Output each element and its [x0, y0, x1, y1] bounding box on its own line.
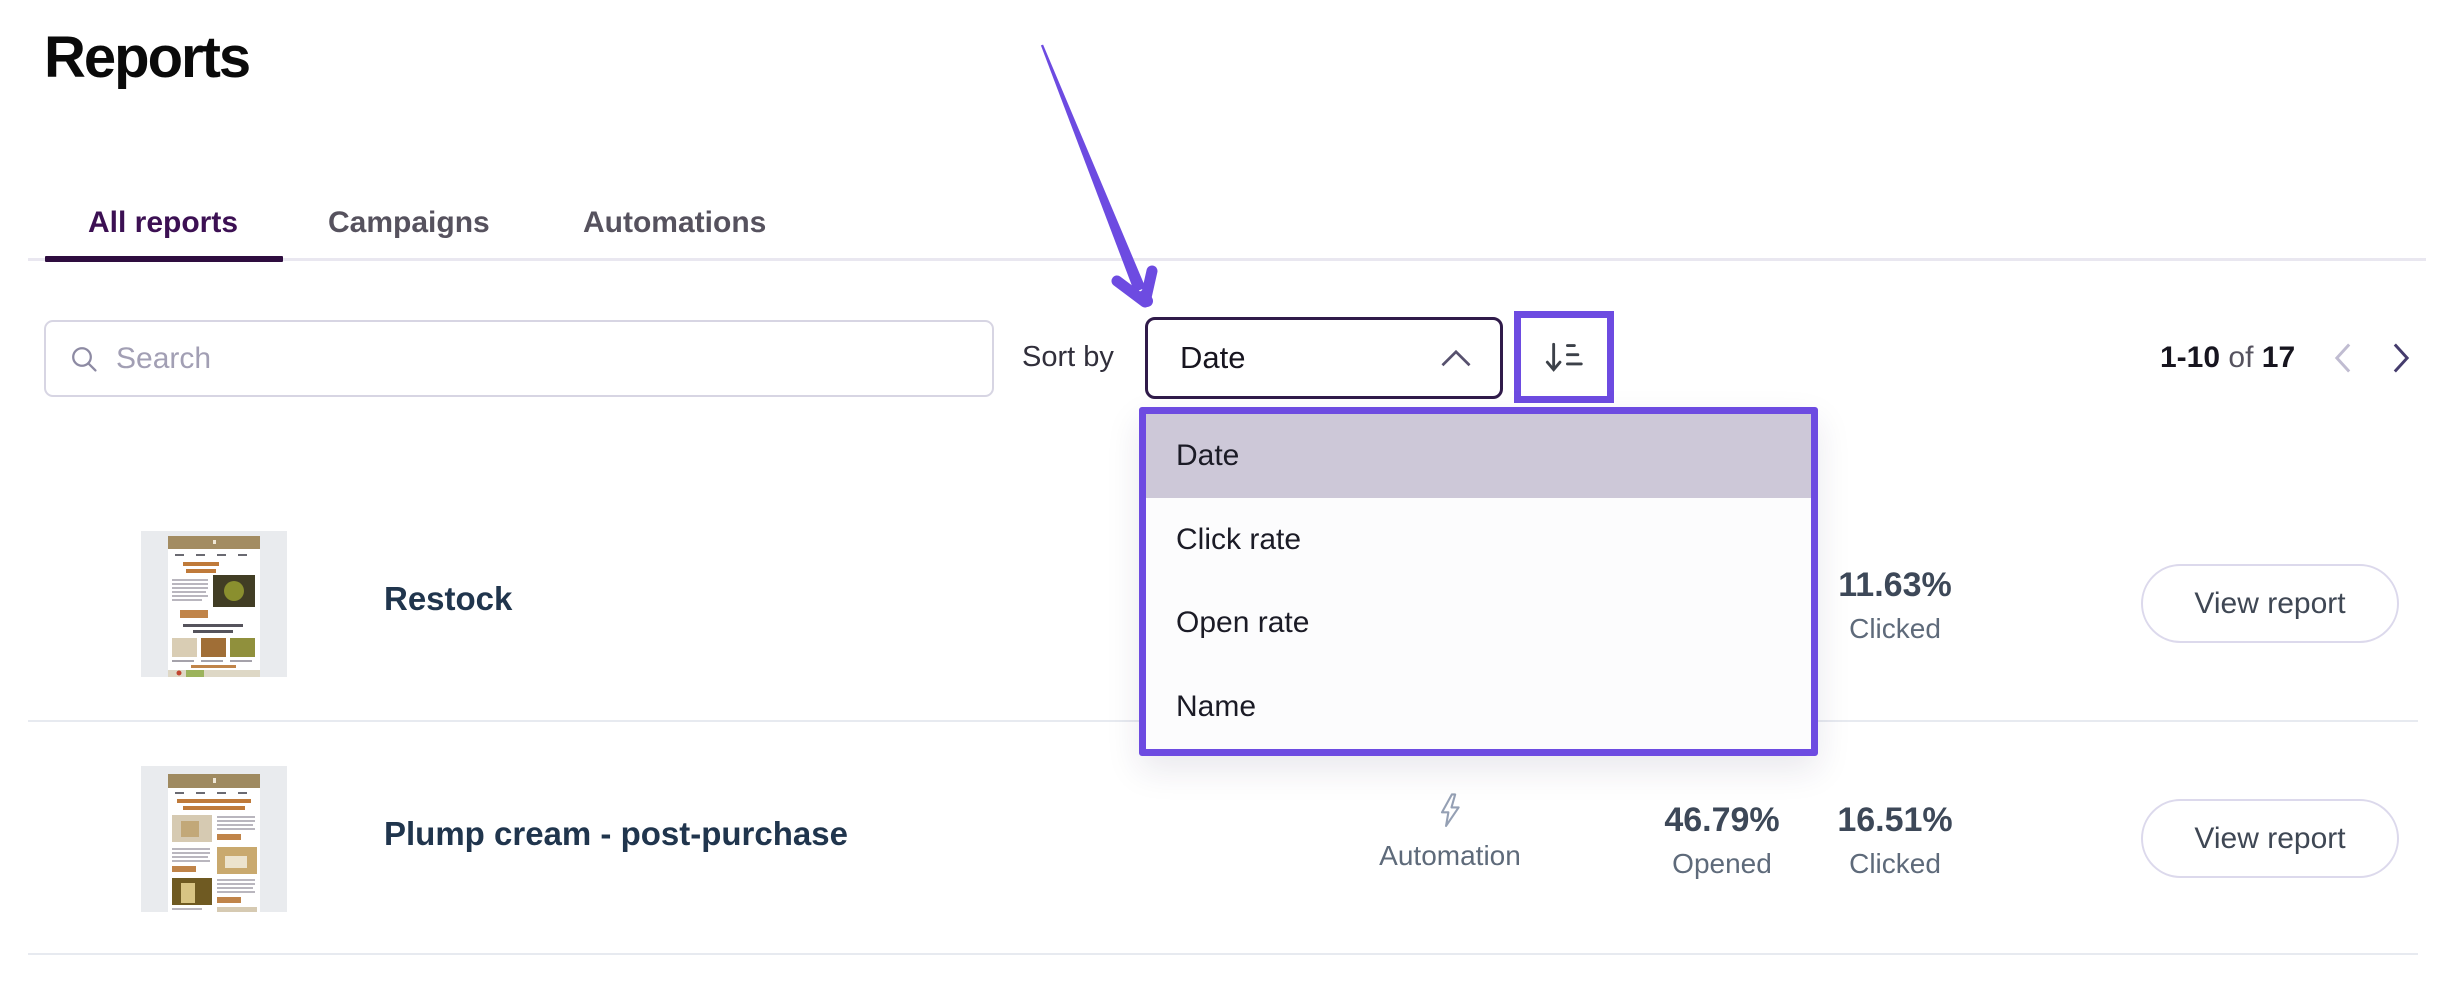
pagination-next-button[interactable] [2391, 342, 2411, 374]
pagination-text: 1-10 of 17 [2160, 340, 2296, 374]
stat-value: 46.79% [1664, 801, 1780, 839]
tab-campaigns[interactable]: Campaigns [328, 206, 490, 239]
pagination-prev-button[interactable] [2333, 342, 2353, 374]
sort-descending-icon [1541, 334, 1587, 380]
tabbar-divider [28, 258, 2426, 261]
stat-label: Opened [1672, 848, 1772, 879]
stat-clicked: 11.63% Clicked [1800, 566, 1990, 645]
email-thumbnail [141, 766, 287, 912]
chevron-right-icon [2391, 342, 2411, 374]
page-title: Reports [44, 25, 251, 90]
tab-all-reports[interactable]: All reports [88, 206, 239, 239]
sort-option-name[interactable]: Name [1176, 690, 1257, 724]
lightning-icon [1435, 792, 1465, 829]
stat-opened: 46.79% Opened [1627, 801, 1817, 880]
chevron-left-icon [2333, 342, 2353, 374]
search-icon [68, 343, 100, 375]
report-title: Restock [384, 580, 513, 617]
tab-automations[interactable]: Automations [583, 206, 767, 239]
stat-clicked: 16.51% Clicked [1800, 801, 1990, 880]
type-label: Automation [1379, 840, 1521, 871]
stat-label: Clicked [1849, 848, 1941, 879]
row-divider [28, 953, 2418, 955]
sort-by-selected-value: Date [1180, 340, 1246, 375]
sort-order-button[interactable] [1541, 334, 1587, 380]
sort-by-select[interactable]: Date [1145, 317, 1503, 399]
search-input[interactable] [116, 341, 970, 376]
sort-by-label: Sort by [1022, 341, 1114, 373]
pagination: 1-10 of 17 [2160, 330, 2426, 385]
stat-value: 11.63% [1838, 566, 1952, 604]
view-report-button[interactable]: View report [2141, 799, 2399, 878]
search-input-wrapper [44, 320, 994, 397]
sort-option-open-rate[interactable]: Open rate [1176, 606, 1310, 640]
report-type-badge: Automation [1355, 792, 1545, 872]
stat-label: Clicked [1849, 613, 1941, 644]
sort-option-date[interactable]: Date [1146, 414, 1811, 498]
active-tab-underline [45, 256, 283, 262]
chevron-up-icon [1440, 349, 1472, 368]
email-thumbnail [141, 531, 287, 677]
sort-dropdown-menu: Date Click rate Open rate Name [1139, 407, 1818, 756]
sort-option-click-rate[interactable]: Click rate [1176, 522, 1302, 556]
report-title: Plump cream - post-purchase [384, 815, 848, 852]
sort-order-annotation-box [1514, 311, 1614, 403]
view-report-button[interactable]: View report [2141, 564, 2399, 643]
stat-value: 16.51% [1837, 801, 1953, 839]
